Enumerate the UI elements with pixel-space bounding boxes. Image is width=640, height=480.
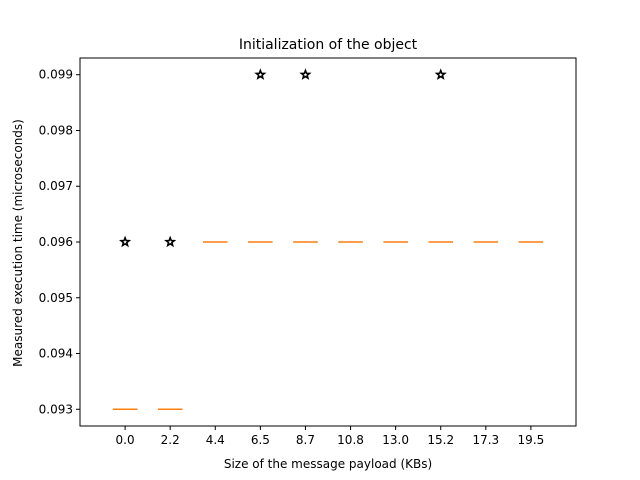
y-tick-label: 0.094 xyxy=(39,347,73,361)
outlier-point xyxy=(118,235,132,248)
y-tick-label: 0.093 xyxy=(39,402,73,416)
x-tick-label: 13.0 xyxy=(382,433,409,447)
x-tick-label: 2.2 xyxy=(161,433,180,447)
x-tick-label: 10.8 xyxy=(337,433,364,447)
x-axis-label: Size of the message payload (KBs) xyxy=(224,457,432,471)
outlier-point xyxy=(254,68,267,80)
y-tick-label: 0.099 xyxy=(39,68,73,82)
plot-area: 0.093 0.094 0.095 0.096 0.097 0.098 0.099 0.0 2.… xyxy=(39,57,577,447)
x-tick-label: 6.5 xyxy=(251,433,270,447)
x-tick-label: 19.5 xyxy=(518,433,545,447)
x-tick-label: 17.3 xyxy=(472,433,499,447)
y-tick-label: 0.096 xyxy=(39,235,73,249)
plot-frame xyxy=(79,57,577,427)
y-tick-label: 0.098 xyxy=(39,123,73,137)
x-tick-label: 15.2 xyxy=(427,433,454,447)
chart-title: Initialization of the object xyxy=(239,37,418,53)
y-axis-label: Measured execution time (microseconds) xyxy=(11,119,25,367)
y-tick-label: 0.097 xyxy=(39,179,73,193)
y-tick-label: 0.095 xyxy=(39,291,73,305)
x-tick-label: 8.7 xyxy=(296,433,315,447)
outlier-point xyxy=(434,68,447,80)
x-tick-label: 0.0 xyxy=(116,433,135,447)
x-tick-label: 4.4 xyxy=(206,433,225,447)
outlier-point xyxy=(164,235,177,248)
outlier-point xyxy=(299,68,312,80)
